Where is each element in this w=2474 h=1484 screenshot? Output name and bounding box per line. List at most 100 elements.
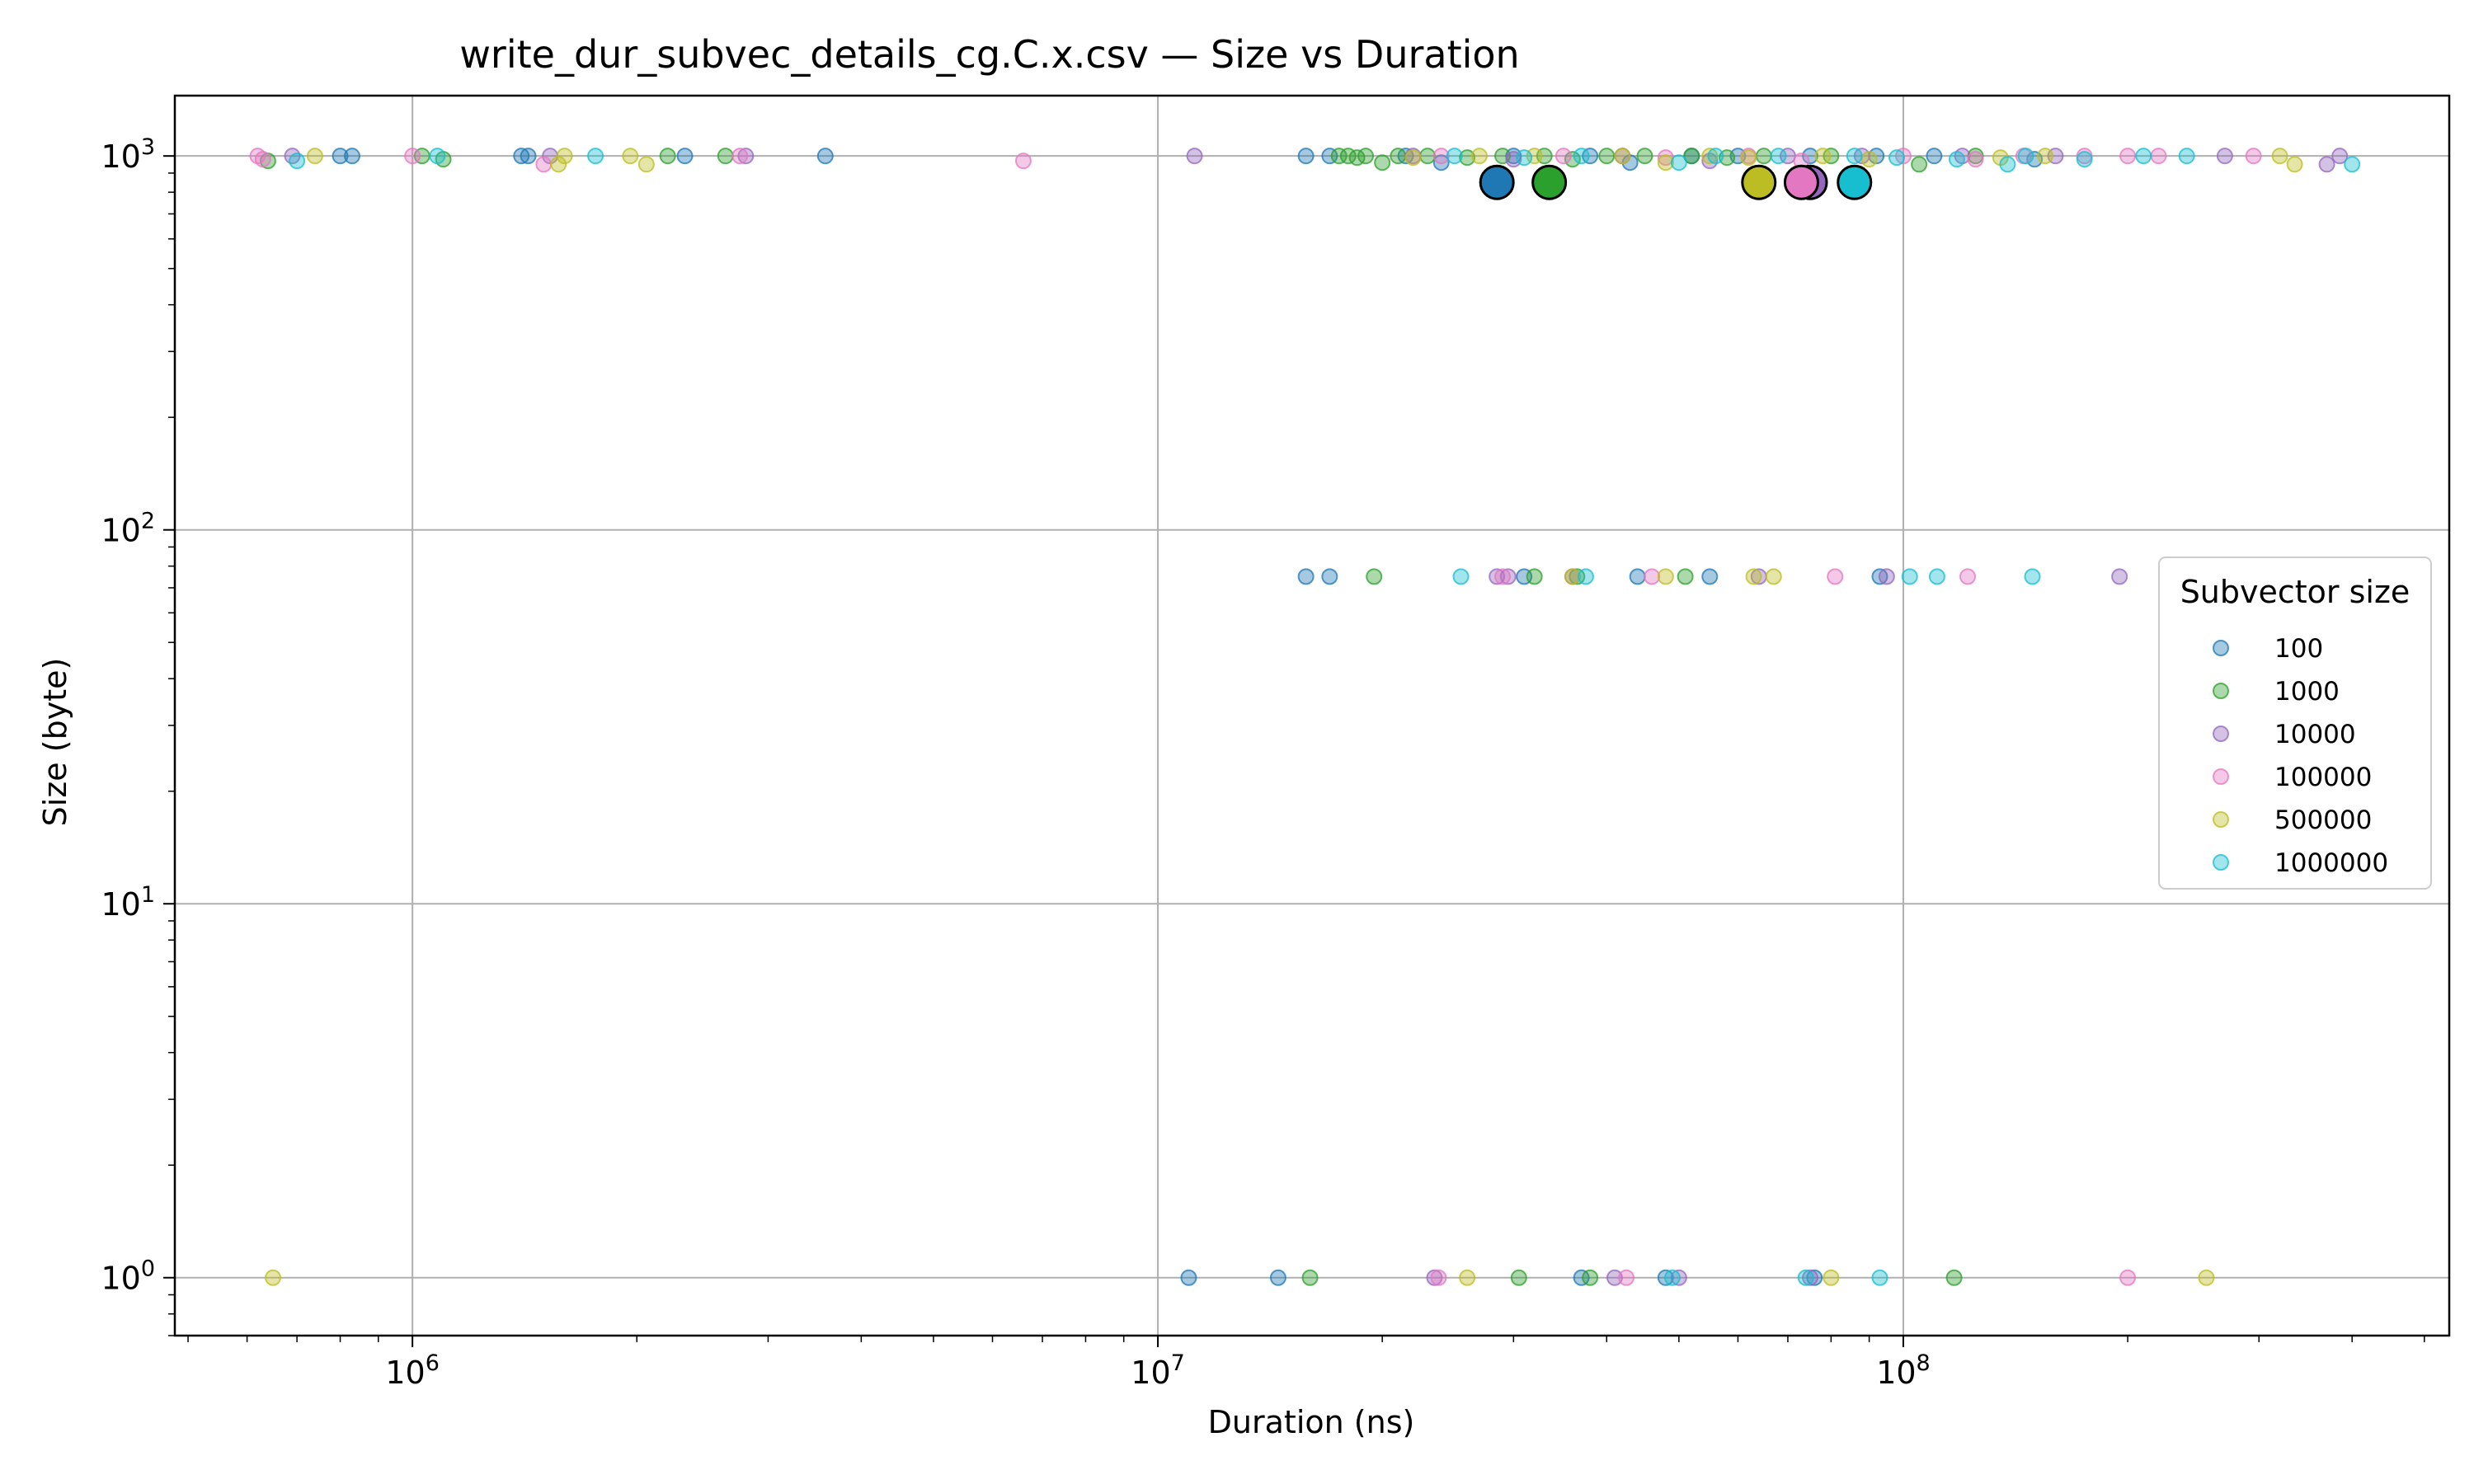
data-point: [2178, 148, 2195, 165]
x-axis-label: Duration (ns): [1208, 1404, 1415, 1440]
data-point: [659, 148, 676, 165]
data-point: [1967, 151, 1984, 168]
y-axis-label: Size (byte): [37, 658, 73, 827]
data-point: [2198, 1269, 2215, 1286]
data-point: [1860, 151, 1878, 168]
grid-lines: [175, 96, 2449, 1336]
data-point: [289, 153, 306, 170]
data-point: [1878, 568, 1895, 585]
data-point: [1516, 149, 1533, 167]
plot-background: [175, 96, 2449, 1336]
legend-label: 1000: [2274, 677, 2340, 707]
data-point: [1390, 148, 1407, 165]
data-point: [1871, 1269, 1888, 1286]
data-point: [550, 156, 567, 173]
data-point: [332, 148, 349, 165]
data-point: [2331, 148, 2349, 165]
data-point: [1573, 1269, 1590, 1286]
data-point: [2024, 568, 2041, 585]
mean-markers: [1479, 164, 1873, 200]
legend-marker: [2213, 854, 2229, 871]
data-point: [587, 148, 604, 165]
plot-area: [175, 96, 2449, 1336]
data-point: [1452, 568, 1470, 585]
data-point: [306, 148, 323, 165]
data-point: [1926, 148, 1943, 165]
data-point: [637, 156, 655, 173]
data-point: [1888, 149, 1906, 167]
data-point: [1745, 568, 1762, 585]
data-point: [1430, 1269, 1447, 1286]
data-point: [1321, 568, 1338, 585]
data-point: [1357, 148, 1375, 165]
data-point: [1846, 148, 1863, 165]
data-point: [1959, 568, 1977, 585]
data-point: [1683, 148, 1700, 165]
data-point: [1707, 148, 1724, 165]
data-point: [1510, 1269, 1527, 1286]
data-point: [1670, 154, 1687, 171]
data-point: [343, 148, 360, 165]
data-point: [1614, 148, 1631, 165]
data-point: [1297, 568, 1315, 585]
data-point: [1499, 568, 1517, 585]
data-point: [2135, 148, 2152, 165]
data-points: [249, 148, 2361, 1286]
data-point: [2271, 148, 2288, 165]
data-point: [1470, 148, 1488, 165]
legend-marker: [2213, 683, 2229, 699]
data-point: [1657, 568, 1674, 585]
data-point: [2017, 148, 2034, 165]
data-point: [1598, 148, 1616, 165]
data-point: [1797, 1269, 1814, 1286]
x-tick-label: 107: [1131, 1350, 1185, 1391]
data-point: [1827, 568, 1844, 585]
data-point: [1582, 1269, 1599, 1286]
data-point: [1911, 156, 1928, 173]
data-point: [520, 148, 537, 165]
data-point: [1269, 1269, 1286, 1286]
data-point: [1419, 148, 1437, 165]
data-point: [1404, 149, 1422, 167]
data-point: [1802, 148, 1819, 165]
data-point: [816, 148, 834, 165]
data-point: [1948, 151, 1965, 168]
legend-label: 10000: [2274, 720, 2356, 749]
legend-marker: [2213, 811, 2229, 828]
data-point: [1564, 568, 1581, 585]
data-point: [1432, 148, 1450, 165]
data-point: [2119, 1269, 2137, 1286]
legend-marker: [2213, 768, 2229, 785]
data-point: [1582, 148, 1599, 165]
data-point: [2318, 156, 2335, 173]
data-point: [2111, 568, 2128, 585]
data-point: [1677, 568, 1694, 585]
data-point: [1569, 568, 1586, 585]
legend-label: 1000000: [2274, 848, 2388, 878]
data-point: [1577, 568, 1594, 585]
legend-label: 100000: [2274, 763, 2372, 792]
data-point: [1330, 148, 1348, 165]
data-point: [1663, 1269, 1681, 1286]
data-point: [731, 148, 749, 165]
mean-marker: [1531, 164, 1568, 200]
chart-title: write_dur_subvec_details_cg.C.x.csv — Si…: [459, 32, 1519, 77]
data-point: [1526, 568, 1543, 585]
data-point: [1701, 148, 1719, 165]
legend-marker: [2213, 640, 2229, 656]
data-point: [2119, 148, 2137, 165]
data-point: [1014, 153, 1032, 170]
data-point: [1564, 151, 1581, 168]
data-point: [737, 148, 755, 165]
data-point: [2216, 148, 2233, 165]
legend-label: 500000: [2274, 805, 2372, 835]
data-point: [1459, 149, 1476, 167]
data-point: [1618, 1269, 1635, 1286]
data-point: [1636, 148, 1653, 165]
data-point: [1366, 568, 1383, 585]
data-point: [2150, 148, 2167, 165]
data-point: [1186, 148, 1203, 165]
mean-marker: [1837, 164, 1873, 200]
data-point: [535, 156, 553, 173]
legend-title: Subvector size: [2180, 574, 2411, 610]
